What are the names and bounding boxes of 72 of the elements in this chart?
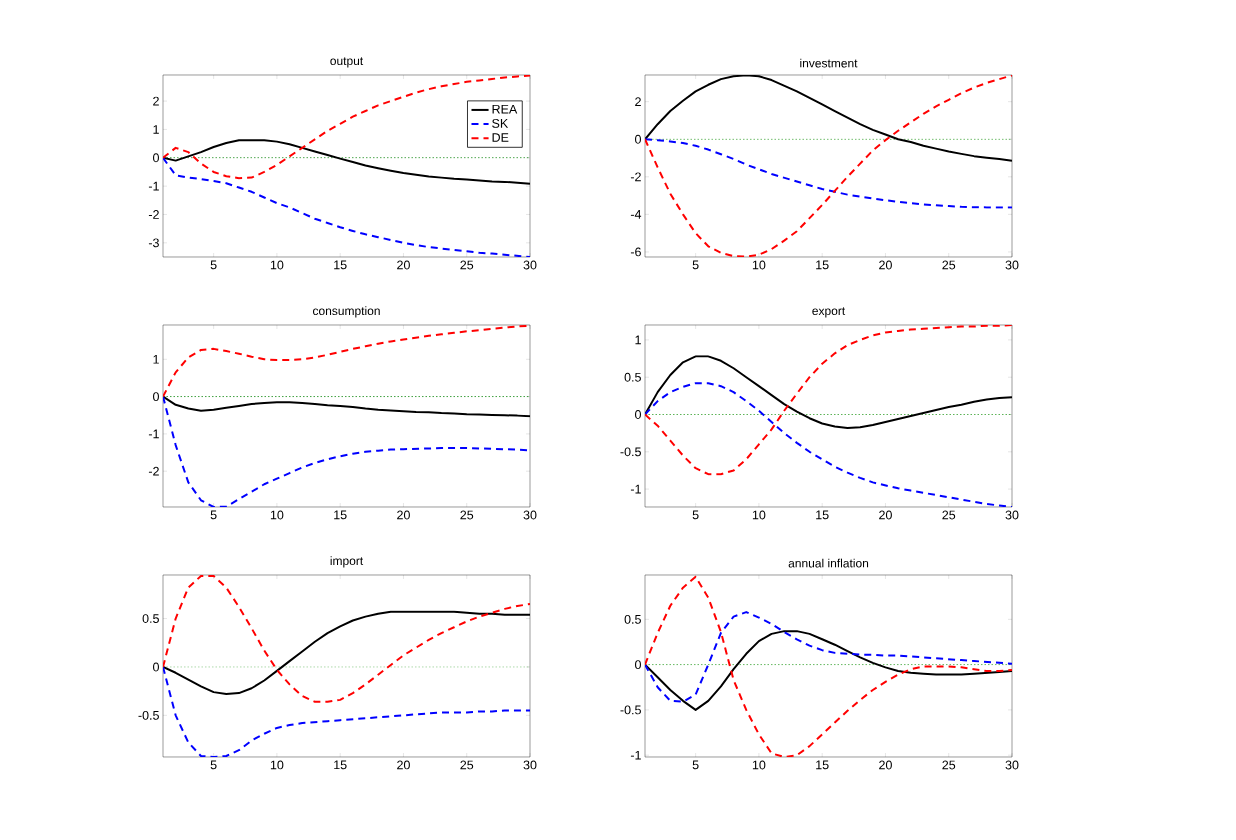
- y-tick-label: 0: [635, 134, 641, 144]
- x-tick-label: 5: [692, 760, 699, 770]
- chart-title: export: [812, 307, 846, 318]
- x-tick-label: 10: [270, 260, 284, 270]
- chart-title: import: [330, 556, 364, 568]
- y-tick-label: 1: [153, 125, 159, 134]
- x-tick-label: 25: [460, 260, 474, 270]
- y-tick-label: -1: [148, 429, 159, 439]
- x-tick-label: 10: [270, 510, 284, 520]
- x-tick-label: 20: [879, 260, 892, 270]
- x-tick-label: 30: [1005, 760, 1019, 770]
- chart-title: output: [330, 57, 364, 68]
- y-tick-label: -0.5: [620, 705, 641, 715]
- x-tick-label: 20: [397, 760, 410, 770]
- x-tick-label: 20: [879, 510, 892, 520]
- y-tick-label: -2: [148, 466, 159, 476]
- chart-title: annual inflation: [788, 558, 869, 568]
- x-tick-label: 30: [1005, 260, 1019, 270]
- x-tick-label: 5: [692, 510, 699, 520]
- legend-label: REA: [492, 104, 518, 114]
- legend-label: SK: [492, 118, 509, 128]
- x-tick-label: 25: [942, 760, 956, 770]
- y-tick-label: 0: [153, 662, 159, 672]
- chart-title: consumption: [312, 306, 380, 318]
- x-tick-label: 5: [210, 760, 217, 770]
- y-tick-label: -6: [630, 247, 641, 257]
- x-tick-label: 20: [397, 510, 410, 520]
- y-tick-label: -1: [630, 484, 641, 494]
- y-tick-label: 1: [153, 355, 159, 364]
- x-tick-label: 10: [270, 760, 284, 770]
- y-tick-label: -3: [148, 238, 159, 248]
- x-tick-label: 5: [210, 260, 217, 270]
- y-tick-label: -4: [630, 210, 642, 219]
- y-tick-label: 0: [635, 660, 641, 670]
- y-tick-label: 0.5: [142, 614, 159, 623]
- x-tick-label: 30: [523, 760, 537, 770]
- x-tick-label: 5: [692, 260, 699, 270]
- y-tick-label: -1: [630, 750, 641, 760]
- x-tick-label: 25: [942, 510, 956, 520]
- x-tick-label: 30: [523, 510, 537, 520]
- y-tick-label: 0: [153, 392, 159, 402]
- x-tick-label: 15: [334, 760, 347, 770]
- y-tick-label: -2: [630, 172, 641, 182]
- x-tick-label: 10: [752, 510, 766, 520]
- x-tick-label: 5: [210, 510, 217, 520]
- x-tick-label: 10: [752, 760, 766, 770]
- y-tick-label: 0.5: [624, 614, 641, 624]
- y-tick-label: 0: [635, 410, 641, 419]
- y-tick-label: 2: [635, 97, 641, 107]
- y-tick-label: -0.5: [620, 447, 641, 457]
- y-tick-label: -0.5: [138, 710, 159, 720]
- x-tick-label: 25: [460, 510, 474, 520]
- x-tick-label: 20: [397, 260, 410, 270]
- x-tick-label: 15: [816, 760, 829, 770]
- x-tick-label: 15: [816, 510, 829, 520]
- x-tick-label: 15: [334, 510, 347, 520]
- x-tick-label: 15: [334, 260, 347, 270]
- y-tick-label: -1: [148, 181, 159, 191]
- x-tick-label: 30: [1005, 510, 1019, 520]
- y-tick-label: 1: [635, 335, 641, 345]
- legend-label: DE: [492, 133, 509, 142]
- x-tick-label: 30: [523, 260, 537, 270]
- x-tick-label: 15: [816, 260, 829, 270]
- x-tick-label: 20: [879, 760, 892, 770]
- y-tick-label: 0.5: [624, 372, 641, 382]
- chart-title: investment: [800, 58, 858, 68]
- y-tick-label: -2: [148, 210, 159, 219]
- x-tick-label: 25: [942, 260, 956, 270]
- x-tick-label: 10: [752, 260, 766, 270]
- y-tick-label: 2: [153, 96, 159, 106]
- x-tick-label: 25: [460, 760, 474, 770]
- y-tick-label: 0: [153, 153, 159, 163]
